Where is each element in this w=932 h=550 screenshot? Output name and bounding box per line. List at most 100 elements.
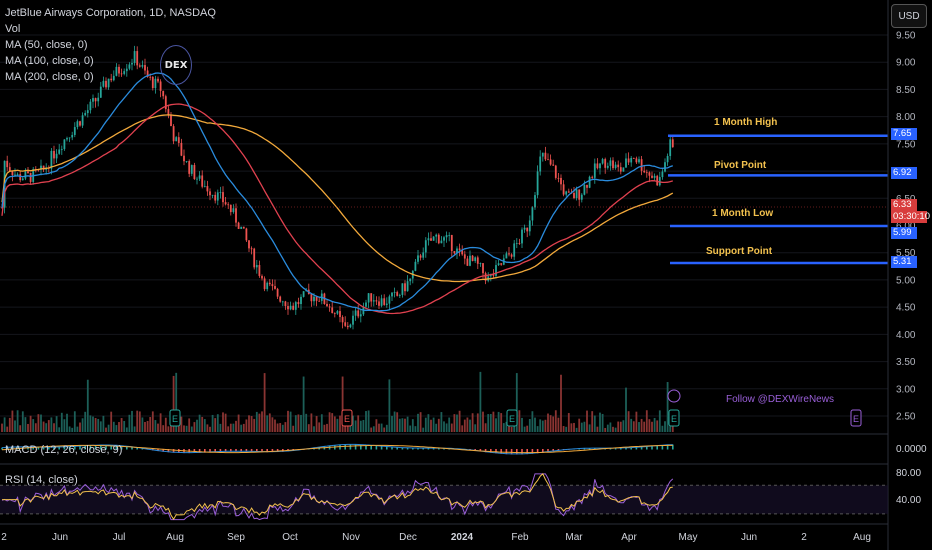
volume-bar (599, 412, 601, 432)
volume-bar (3, 417, 6, 432)
volume-bar (27, 423, 29, 432)
rsi-tick-40: 40.00 (896, 495, 922, 506)
macd-histogram-bar (94, 445, 97, 450)
volume-bar (118, 422, 120, 432)
volume-bar (609, 422, 612, 432)
volume-bar (19, 425, 22, 432)
legend-vol: Vol (5, 23, 21, 35)
volume-bar (89, 415, 92, 432)
ma-50-line (1, 72, 673, 312)
candle-body (60, 149, 63, 150)
macd-histogram-bar (354, 444, 357, 450)
ma-100-line (1, 103, 673, 315)
candle-body (531, 207, 534, 221)
volume-bar (664, 421, 666, 432)
candle-body (16, 174, 19, 175)
currency-button[interactable]: USD (891, 4, 927, 28)
volume-bar (71, 427, 74, 432)
volume-bar (206, 424, 209, 432)
price-tick-label: 4.00 (896, 330, 916, 341)
macd-histogram-bar (250, 449, 253, 452)
macd-panel[interactable] (1, 443, 674, 455)
candle-body (526, 227, 529, 232)
volume-bar (102, 415, 105, 432)
volume-bar (294, 415, 297, 432)
volume-bar (554, 410, 557, 432)
candle-body (443, 237, 445, 241)
volume-bar (300, 414, 302, 432)
volume-bar (372, 426, 375, 432)
macd-histogram-bar (266, 449, 268, 453)
volume-bar (398, 418, 401, 432)
macd-value: 0.0000 (896, 444, 927, 455)
volume-bar (328, 412, 331, 432)
candles[interactable] (1, 45, 674, 330)
candle-body (164, 96, 167, 110)
volume-bar (81, 418, 84, 432)
volume-bar (37, 414, 40, 432)
candle-body (149, 76, 152, 78)
macd-histogram-bar (141, 448, 144, 450)
macd-histogram-bar (620, 447, 622, 450)
volume-bar (469, 419, 471, 432)
volume-bar (601, 413, 604, 432)
macd-histogram-bar (521, 449, 523, 455)
volume-bar (60, 412, 63, 432)
volume-bar (263, 373, 266, 432)
volume-bar (640, 418, 643, 432)
volume-bar (380, 423, 383, 432)
candle-body (63, 139, 66, 150)
candle-body (484, 273, 487, 281)
volume-bar (557, 417, 560, 432)
volume-bar (466, 417, 469, 432)
volume-bar (219, 423, 222, 432)
earnings-marker-letter: E (172, 414, 178, 424)
candle-body (479, 263, 482, 264)
volume-bar (175, 372, 178, 432)
candle-body (240, 226, 243, 229)
macd-histogram-bar (214, 449, 216, 453)
volume-bar (643, 421, 646, 432)
candle-body (500, 263, 503, 265)
volume-bar (539, 419, 542, 432)
candle-body (115, 66, 118, 76)
candle-body (196, 178, 198, 180)
candle-body (172, 126, 175, 142)
volume-bar (427, 414, 430, 432)
volume-bar (534, 417, 536, 432)
volume-bar (50, 417, 53, 432)
candle-body (198, 175, 201, 179)
rsi-panel[interactable] (0, 472, 888, 521)
volume-bar (274, 419, 276, 432)
macd-histogram-bar (380, 446, 383, 450)
macd-histogram-bar (646, 446, 648, 450)
candle-body (266, 282, 269, 290)
candle-body (463, 254, 466, 259)
candle-body (357, 310, 360, 317)
earnings-marker-icon (341, 409, 353, 427)
support-label: Support Point (706, 246, 773, 257)
candle-body (245, 228, 248, 241)
volume-bar (549, 415, 552, 432)
volume-bar (458, 410, 461, 432)
candle-body (391, 292, 393, 297)
price-tick-label: 8.50 (896, 85, 916, 96)
candle-body (578, 189, 581, 200)
candle-body (367, 293, 370, 303)
volume-bar (541, 420, 544, 432)
macd-histogram-bar (651, 446, 653, 450)
volume-bar (261, 411, 263, 432)
candle-body (255, 265, 258, 268)
volume-bar (292, 425, 295, 432)
candle-body (248, 240, 250, 249)
candle-body (1, 207, 3, 209)
macd-histogram-bar (339, 444, 341, 450)
time-tick-label: 2 (801, 532, 807, 543)
candle-body (521, 229, 523, 244)
candle-body (406, 281, 409, 292)
candle-body (232, 208, 235, 213)
candle-body (105, 80, 107, 88)
volume-bar (588, 424, 591, 432)
